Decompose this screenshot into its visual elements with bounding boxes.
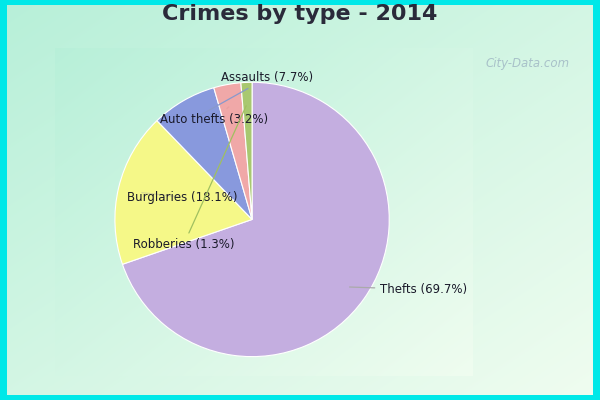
Text: Robberies (1.3%): Robberies (1.3%) — [133, 106, 246, 251]
Text: Burglaries (18.1%): Burglaries (18.1%) — [127, 190, 238, 204]
Wedge shape — [122, 82, 389, 357]
Text: Assaults (7.7%): Assaults (7.7%) — [196, 71, 313, 118]
Text: City-Data.com: City-Data.com — [486, 58, 570, 70]
Text: Crimes by type - 2014: Crimes by type - 2014 — [163, 4, 437, 24]
Text: Thefts (69.7%): Thefts (69.7%) — [350, 283, 467, 296]
Wedge shape — [115, 121, 252, 264]
Wedge shape — [157, 88, 252, 220]
Wedge shape — [214, 83, 252, 220]
Wedge shape — [241, 82, 252, 220]
Text: Auto thefts (3.2%): Auto thefts (3.2%) — [160, 107, 268, 126]
